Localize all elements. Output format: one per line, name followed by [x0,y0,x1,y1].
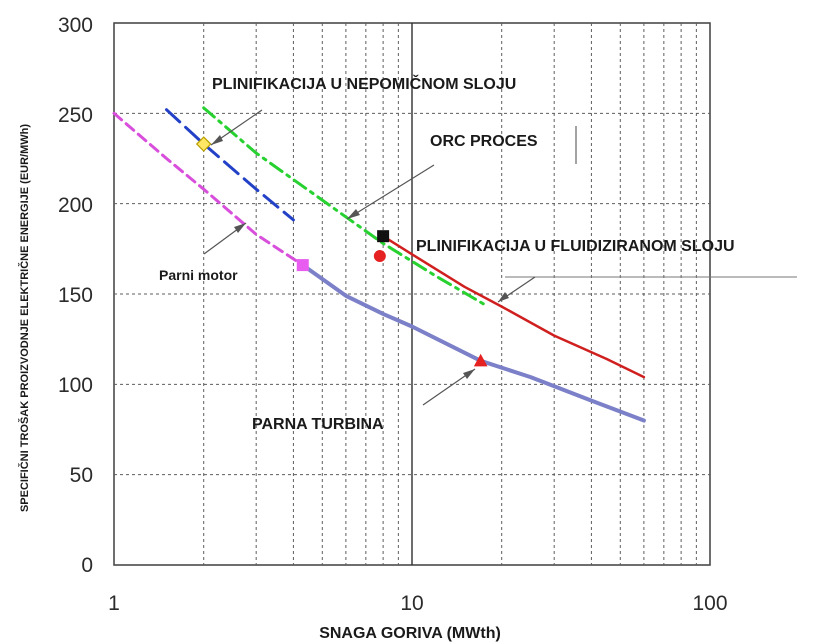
series-line-plinifikacija-fluidizirani-sloj [381,234,646,379]
y-tick-label: 250 [58,104,93,127]
y-tick-label: 150 [58,284,93,307]
marker-magenta-square [296,259,309,272]
pointer-orc-proces-head [347,209,360,219]
marker-black-square [377,230,390,243]
y-tick-label: 300 [58,14,93,37]
pointer-parni-motor-head [234,223,246,233]
x-tick-label: 1 [108,592,120,615]
annotation-layer: PLINIFIKACIJA U NEPOMIČNOM SLOJU ORC PRO… [159,74,797,433]
marker-red-triangle [473,353,488,367]
y-tick-label: 100 [58,374,93,397]
series-layer [112,106,646,423]
series-line-parna-turbina [300,263,646,423]
marker-red-circle [373,250,386,263]
y-axis-label: SPECIFIČNI TROŠAK PROIZVODNJE ELEKTRIČNE… [18,124,31,512]
pointer-orc-proces [346,164,435,220]
annotation-plinifikacija-nepomicni: PLINIFIKACIJA U NEPOMIČNOM SLOJU [212,74,516,93]
x-axis-label: SNAGA GORIVA (MWth) [319,625,501,642]
annotation-plinifikacija-fluidizirani: PLINIFIKACIJA U FLUIDIZIRANOM SLOJU [416,238,735,255]
x-tick-label: 10 [400,592,423,615]
x-tick-label: 100 [692,592,727,615]
annotation-parni-motor: Parni motor [159,267,238,283]
grid-layer [114,23,710,565]
x-tick-layer: 1 10 100 [108,592,727,615]
pointer-plinifikacija-nepomicni-head [211,135,223,145]
series-line-plinifikacija-nepomicni-sloj [165,108,295,222]
y-tick-label: 50 [70,464,93,487]
y-tick-label: 200 [58,194,93,217]
marker-layer [195,136,488,367]
pointer-plinifikacija-fluidizirani-head [498,292,509,302]
annotation-orc-proces: ORC PROCES [430,133,538,150]
y-tick-layer: 0 50 100 150 200 250 300 [58,14,93,577]
annotation-parna-turbina: PARNA TURBINA [252,416,384,433]
y-tick-label: 0 [81,554,93,577]
marker-yellow-diamond [195,136,212,152]
series-line-orc-proces [202,106,490,309]
series-line-parni-motor [112,111,305,267]
pointer-parna-turbina-head [463,369,475,379]
